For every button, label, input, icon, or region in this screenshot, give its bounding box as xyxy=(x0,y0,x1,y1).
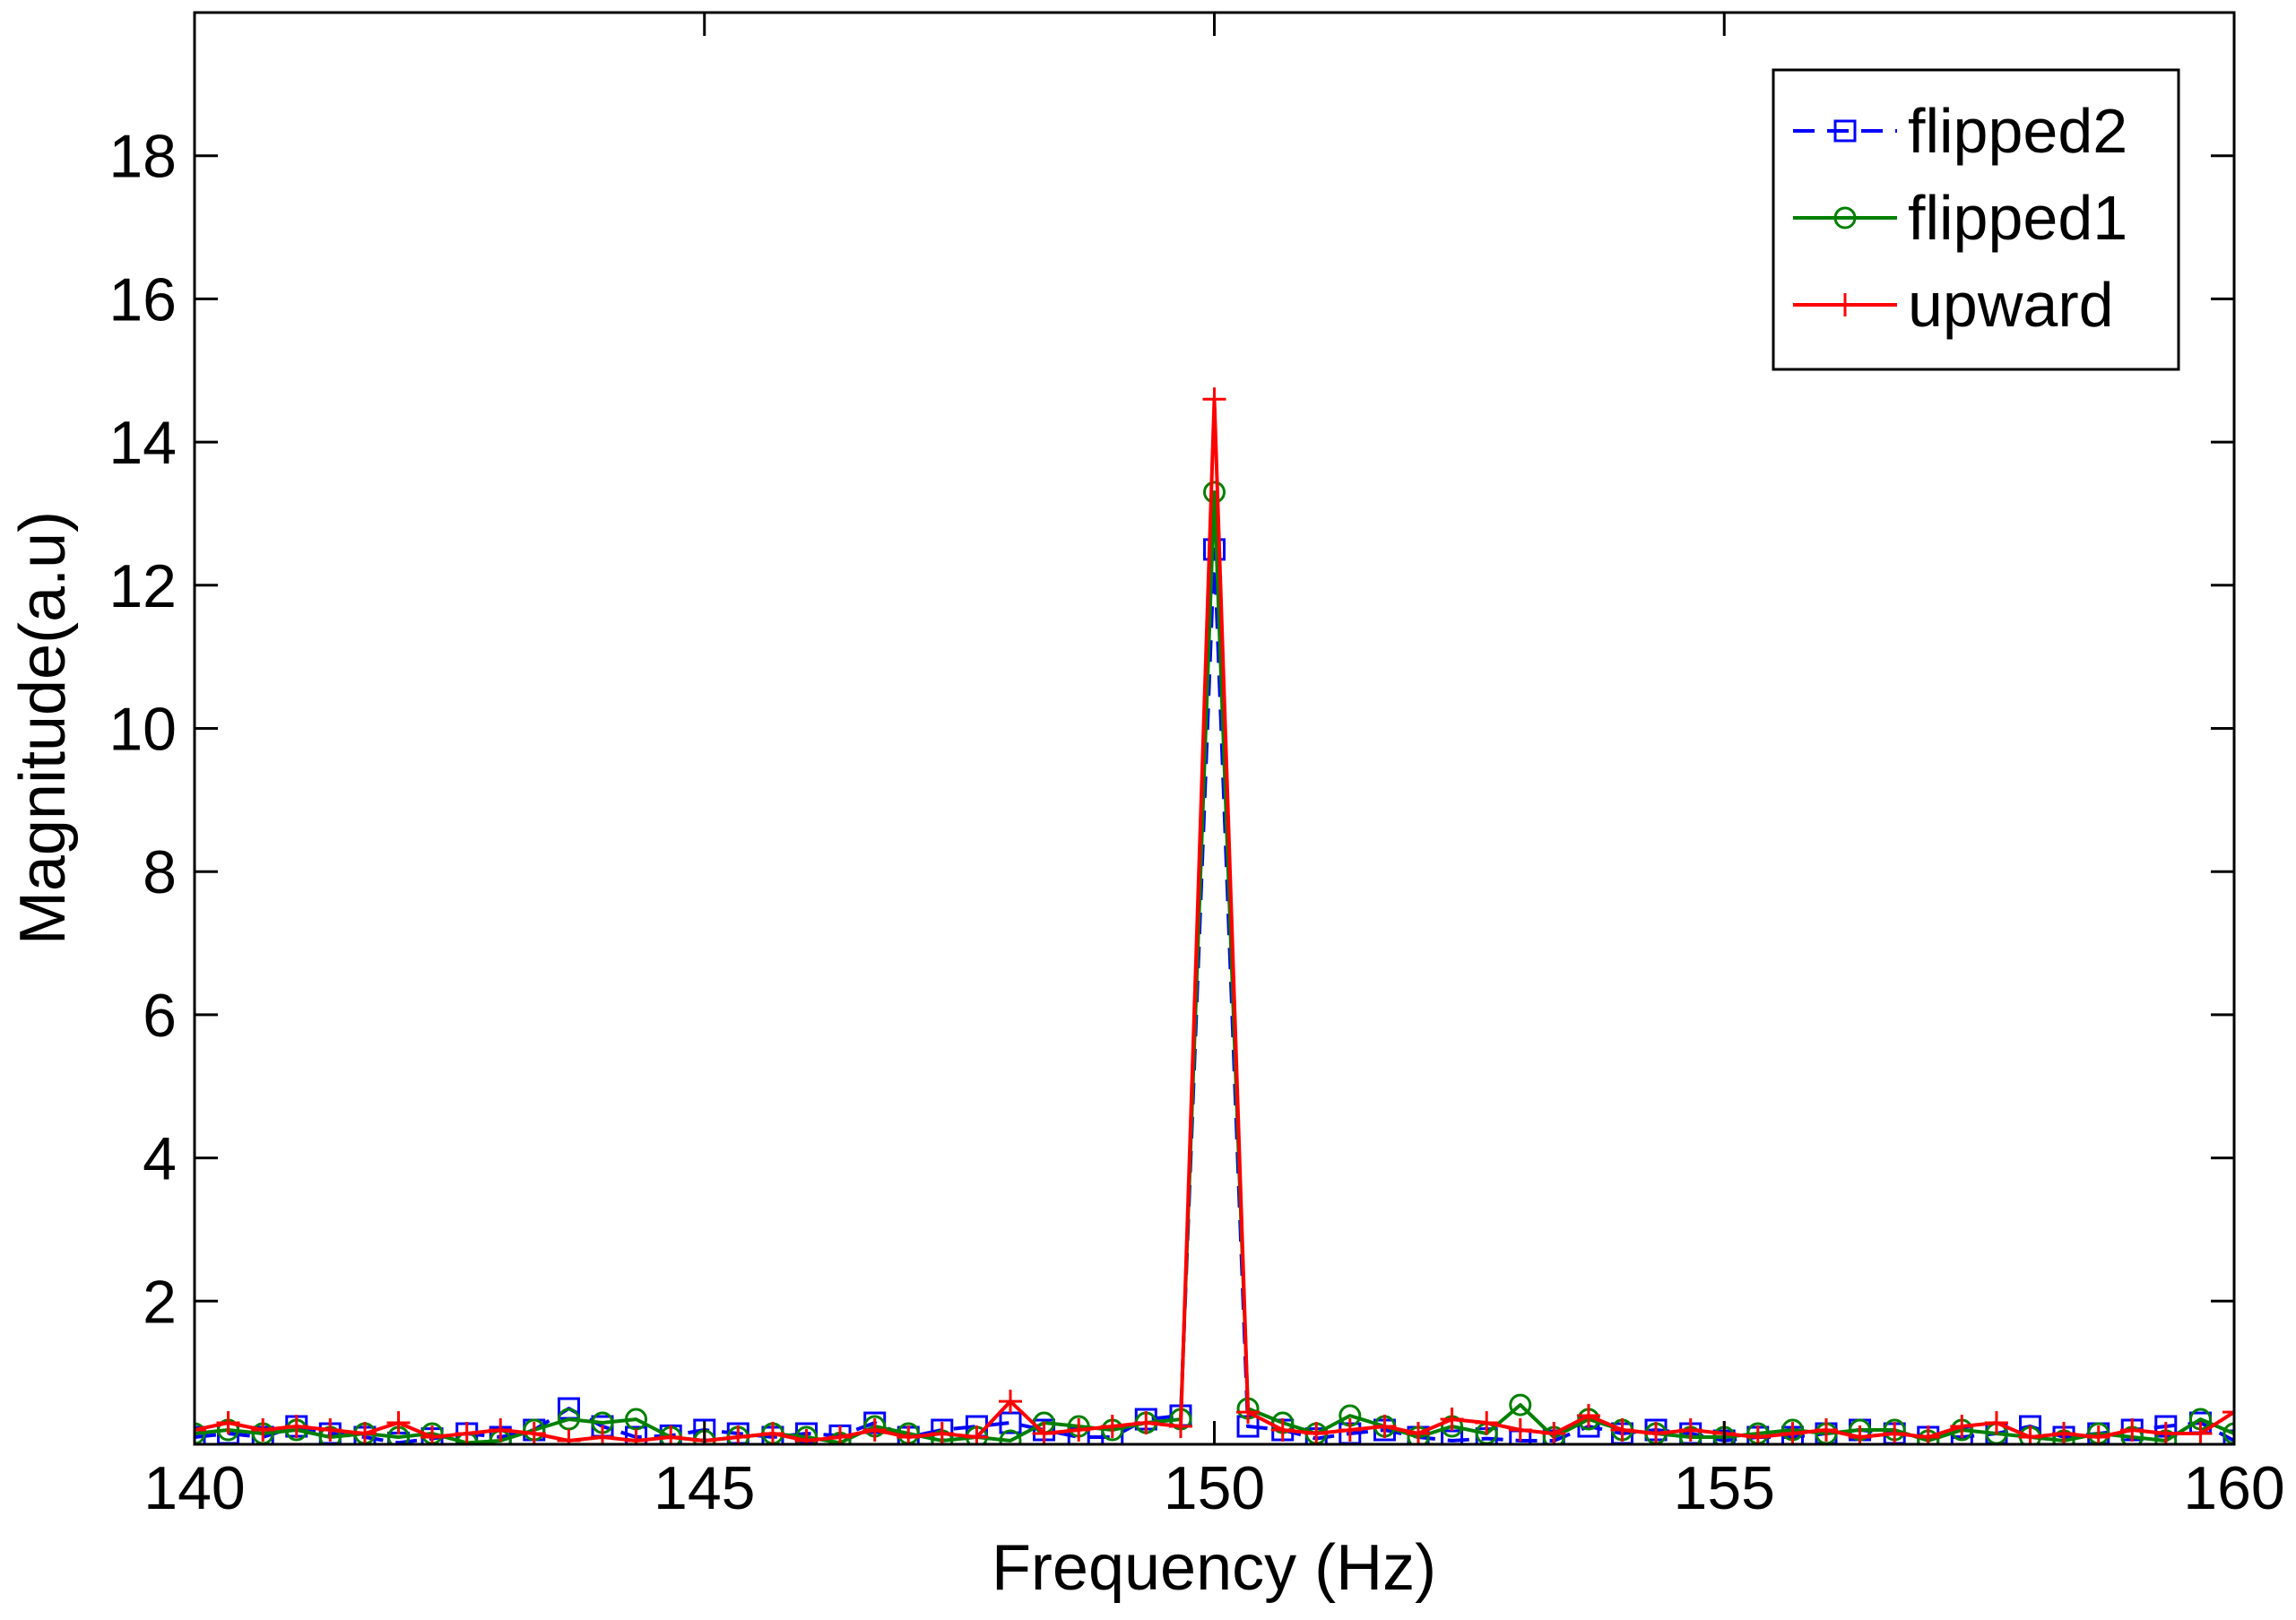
x-tick-label: 150 xyxy=(1164,1454,1265,1522)
y-tick-label: 4 xyxy=(143,1125,177,1193)
y-tick-label: 12 xyxy=(108,552,177,620)
data-point-upward xyxy=(624,1429,648,1444)
legend-label: flipped1 xyxy=(1908,183,2127,253)
data-point-upward xyxy=(2052,1422,2076,1444)
data-point-upward xyxy=(1746,1425,1770,1444)
x-tick-label: 145 xyxy=(654,1454,755,1522)
data-point-upward xyxy=(1440,1408,1464,1432)
data-point-upward xyxy=(216,1411,240,1435)
data-point-upward xyxy=(1576,1404,1600,1428)
data-point-flipped1 xyxy=(1203,481,1226,504)
data-point-upward xyxy=(1542,1422,1566,1444)
data-point-upward xyxy=(1100,1415,1124,1439)
data-point-upward xyxy=(1780,1422,1805,1444)
data-point-upward xyxy=(1984,1411,2008,1435)
data-point-flipped2 xyxy=(625,1425,648,1444)
legend-marker xyxy=(1833,119,1857,143)
y-tick-label: 10 xyxy=(108,696,177,764)
data-point-upward xyxy=(352,1422,377,1444)
data-point-flipped2 xyxy=(2222,1429,2234,1444)
data-point-upward xyxy=(1644,1422,1668,1444)
data-point-upward xyxy=(1304,1422,1329,1444)
legend-label: upward xyxy=(1908,270,2114,340)
data-point-upward xyxy=(2086,1425,2110,1444)
data-point-upward xyxy=(1610,1418,1634,1442)
data-point-upward xyxy=(2222,1400,2234,1425)
data-point-upward xyxy=(2188,1422,2213,1444)
data-point-upward xyxy=(1678,1418,1703,1442)
legend: flipped2 flipped1 upward xyxy=(1772,68,2180,371)
legend-item: flipped2 xyxy=(1793,96,2127,166)
data-point-flipped1 xyxy=(195,1422,206,1444)
legend-item: upward xyxy=(1793,270,2114,340)
data-point-upward xyxy=(591,1425,614,1444)
data-point-upward xyxy=(1168,1415,1192,1439)
y-tick-label: 2 xyxy=(143,1268,177,1336)
data-point-upward xyxy=(794,1429,819,1444)
x-tick-label: 160 xyxy=(2183,1454,2284,1522)
data-point-upward xyxy=(659,1425,683,1444)
data-point-upward xyxy=(1338,1418,1362,1442)
data-point-upward xyxy=(1202,387,1226,411)
data-point-upward xyxy=(897,1425,921,1444)
data-point-upward xyxy=(1407,1422,1430,1444)
y-tick-label: 8 xyxy=(143,838,177,906)
legend-label: flipped2 xyxy=(1908,96,2127,166)
data-point-upward xyxy=(557,1429,581,1444)
data-point-upward xyxy=(862,1418,887,1442)
data-point-upward xyxy=(1883,1422,1907,1444)
data-point-upward xyxy=(828,1425,853,1444)
data-point-upward xyxy=(284,1415,308,1439)
data-point-upward xyxy=(1475,1411,1499,1435)
data-point-upward xyxy=(420,1425,445,1444)
x-tick-label: 140 xyxy=(143,1454,245,1522)
data-point-upward xyxy=(999,1390,1022,1414)
data-point-upward xyxy=(318,1418,342,1442)
data-point-upward xyxy=(2120,1418,2144,1442)
data-point-upward xyxy=(1950,1415,1974,1439)
x-tick-label: 155 xyxy=(1674,1454,1775,1522)
data-point-upward xyxy=(455,1422,479,1444)
data-point-flipped1 xyxy=(999,1429,1022,1444)
y-tick-label: 6 xyxy=(143,982,177,1050)
y-axis-title: Magnitude(a.u) xyxy=(7,511,79,945)
data-point-flipped1 xyxy=(1509,1393,1532,1416)
data-point-upward xyxy=(1134,1411,1158,1435)
legend-marker xyxy=(1833,206,1857,230)
data-point-upward xyxy=(2153,1422,2178,1444)
data-point-upward xyxy=(930,1422,954,1444)
data-point-upward xyxy=(1373,1415,1397,1439)
data-point-flipped1 xyxy=(2222,1422,2234,1444)
y-tick-label: 14 xyxy=(108,409,177,477)
data-point-upward xyxy=(1032,1422,1056,1444)
data-point-upward xyxy=(1815,1418,1838,1442)
data-point-upward xyxy=(760,1422,784,1444)
legend-item: flipped1 xyxy=(1793,183,2127,253)
data-point-upward xyxy=(1848,1425,1872,1444)
y-tick-label: 16 xyxy=(108,265,177,334)
data-point-upward xyxy=(386,1411,411,1435)
data-point-upward xyxy=(2018,1425,2042,1444)
data-point-upward xyxy=(522,1422,546,1444)
data-point-upward xyxy=(195,1418,206,1442)
data-point-upward xyxy=(1270,1418,1295,1442)
data-point-upward xyxy=(1236,1400,1261,1425)
legend-marker xyxy=(1833,293,1857,316)
data-point-upward xyxy=(1508,1418,1532,1442)
x-axis-title: Frequency (Hz) xyxy=(992,1532,1436,1604)
data-point-upward xyxy=(1916,1425,1940,1444)
data-point-upward xyxy=(489,1418,513,1442)
data-point-upward xyxy=(251,1418,275,1442)
data-point-upward xyxy=(965,1425,989,1444)
data-point-upward xyxy=(726,1425,750,1444)
y-tick-label: 18 xyxy=(108,123,177,191)
data-point-upward xyxy=(1067,1418,1091,1442)
